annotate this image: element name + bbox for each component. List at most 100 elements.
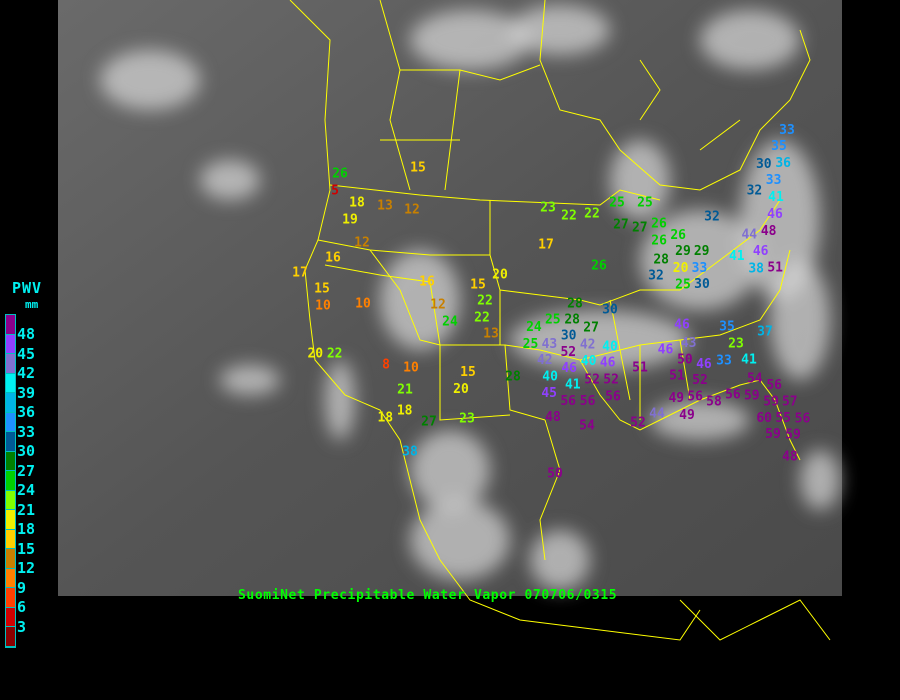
legend-color-bar [5, 314, 16, 648]
station-pwv-value: 42 [537, 353, 553, 368]
legend-unit: mm [25, 298, 39, 311]
station-pwv-value: 41 [741, 353, 757, 368]
station-pwv-value: 38 [748, 261, 764, 276]
legend-band [6, 354, 15, 374]
legend-label: 21 [17, 500, 36, 519]
legend-label: 15 [17, 539, 36, 558]
station-pwv-value: 46 [696, 357, 712, 372]
station-pwv-value: 46 [600, 356, 616, 371]
station-pwv-value: 41 [729, 249, 745, 264]
station-pwv-value: 33 [766, 173, 782, 188]
station-pwv-value: 40 [542, 370, 558, 385]
legend-band [6, 529, 15, 549]
legend-band [6, 373, 15, 393]
legend-band [6, 451, 15, 471]
station-pwv-value: 8 [382, 358, 390, 373]
border-line [679, 599, 831, 641]
border-line [324, 264, 441, 346]
border-line [539, 419, 561, 561]
map-caption: SuomiNet Precipitable Water Vapor 070706… [238, 588, 618, 603]
station-pwv-value: 22 [561, 209, 577, 224]
station-pwv-value: 22 [584, 207, 600, 222]
station-pwv-value: 59 [785, 428, 801, 443]
station-pwv-value: 10 [315, 298, 331, 313]
station-pwv-value: 25 [609, 196, 625, 211]
legend-label: 45 [17, 344, 36, 363]
station-pwv-value: 12 [404, 203, 420, 218]
legend-label: 24 [17, 481, 36, 499]
station-pwv-value: 22 [477, 294, 493, 309]
pwv-legend: PWV mm 48 45 42 39 36 33 30 27 24 21 18 15 12 9 6 3 [3, 280, 55, 680]
station-pwv-value: 28 [564, 312, 580, 327]
station-pwv-value: 27 [632, 221, 648, 236]
station-pwv-value: 51 [767, 261, 783, 276]
legend-label: 42 [17, 364, 36, 382]
station-pwv-value: 20 [307, 347, 323, 362]
legend-band [6, 393, 15, 413]
station-pwv-value: 46 [767, 207, 783, 222]
legend-band [6, 568, 15, 588]
station-pwv-value: 26 [591, 259, 607, 274]
station-pwv-value: 30 [694, 277, 710, 292]
station-pwv-value: 55 [775, 411, 791, 426]
station-pwv-value: 56 [795, 411, 811, 426]
station-pwv-value: 26 [651, 217, 667, 232]
station-pwv-value: 26 [670, 228, 686, 243]
station-pwv-value: 28 [653, 252, 669, 267]
station-pwv-value: 52 [560, 345, 576, 360]
station-pwv-value: 32 [704, 210, 720, 225]
legend-band [6, 549, 15, 569]
legend-band [6, 627, 15, 647]
station-pwv-value: 12 [354, 236, 370, 251]
station-pwv-value: 32 [648, 269, 664, 284]
cloud-cover [100, 5, 840, 590]
station-pwv-value: 33 [692, 261, 708, 276]
station-pwv-value: 32 [747, 184, 763, 199]
station-pwv-value: 17 [538, 238, 554, 253]
border-line [289, 0, 701, 641]
station-pwv-value: 18 [397, 404, 413, 419]
legend-label: 12 [17, 559, 36, 577]
station-pwv-value: 26 [651, 233, 667, 248]
station-pwv-value: 25 [675, 278, 691, 293]
legend-band [6, 334, 15, 354]
border-line [380, 69, 461, 191]
legend-label: 18 [17, 520, 36, 538]
border-line [609, 299, 691, 420]
station-pwv-value: 59 [765, 427, 781, 442]
station-pwv-value: 41 [768, 190, 784, 205]
station-pwv-value: 36 [775, 156, 791, 171]
border-line [329, 184, 661, 206]
legend-label: 33 [17, 422, 36, 441]
station-pwv-value: 46 [658, 343, 674, 358]
legend-band [6, 588, 15, 608]
station-pwv-value: 25 [545, 313, 561, 328]
legend-title: PWV [12, 279, 43, 297]
station-pwv-value: 48 [782, 450, 798, 465]
legend-band [6, 510, 15, 530]
border-line [439, 200, 511, 421]
station-pwv-value: 23 [459, 412, 475, 427]
legend-label: 27 [17, 461, 36, 480]
station-pwv-value: 15 [470, 278, 486, 293]
station-pwv-value: 35 [771, 139, 787, 154]
legend-label: 3 [17, 617, 27, 636]
station-pwv-value: 52 [692, 373, 708, 388]
station-pwv-value: 23 [540, 201, 556, 216]
station-pwv-value: 46 [561, 361, 577, 376]
station-pwv-value: 49 [679, 408, 695, 423]
station-pwv-value: 60 [756, 411, 772, 426]
station-pwv-value: 52 [630, 416, 646, 431]
station-pwv-value: 52 [584, 372, 600, 387]
station-pwv-value: 54 [747, 372, 763, 387]
station-pwv-value: 42 [580, 338, 596, 353]
station-pwv-value: 44 [649, 407, 665, 422]
station-pwv-value: 10 [403, 361, 419, 376]
legend-band [6, 471, 15, 491]
station-pwv-value: 22 [327, 347, 343, 362]
border-line [639, 59, 741, 151]
station-pwv-value: 54 [579, 419, 595, 434]
station-pwv-value: 56 [687, 390, 703, 405]
station-pwv-value: 23 [728, 336, 744, 351]
